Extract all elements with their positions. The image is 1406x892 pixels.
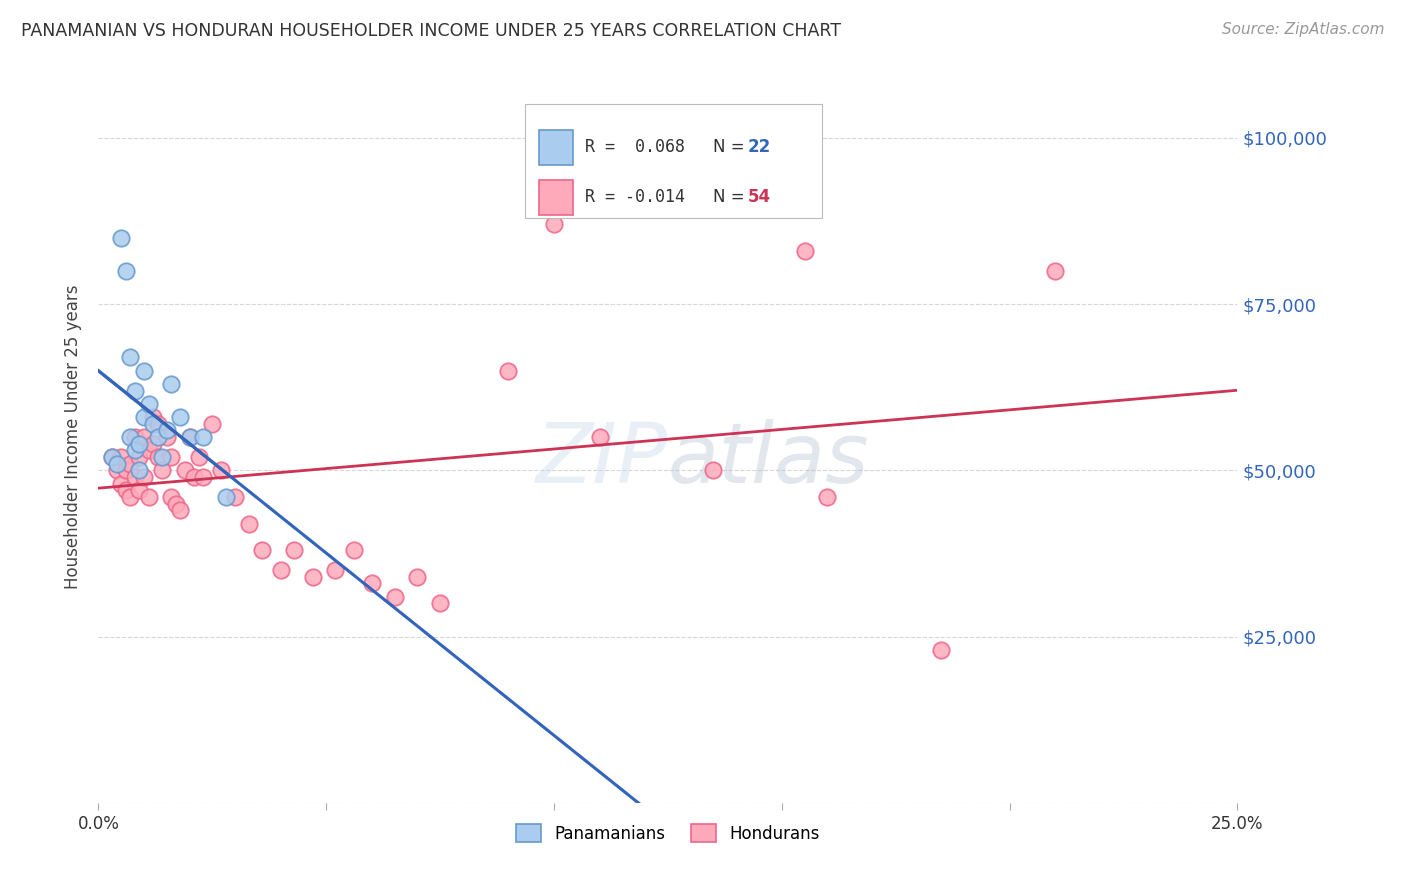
- FancyBboxPatch shape: [526, 104, 821, 218]
- Point: [146, 417, 169, 431]
- Point: [128, 450, 150, 464]
- Point: [179, 430, 201, 444]
- Point: [110, 450, 132, 464]
- FancyBboxPatch shape: [538, 179, 574, 215]
- Point: [160, 376, 183, 391]
- Point: [142, 417, 165, 431]
- Point: [498, 363, 520, 377]
- Point: [114, 463, 136, 477]
- Point: [160, 450, 183, 464]
- Text: 54: 54: [748, 188, 770, 206]
- Point: [165, 497, 187, 511]
- Point: [120, 457, 142, 471]
- Point: [101, 450, 124, 464]
- Point: [110, 476, 132, 491]
- Text: R = -0.014: R = -0.014: [585, 188, 685, 206]
- Point: [224, 490, 246, 504]
- Point: [174, 463, 197, 477]
- Point: [138, 397, 160, 411]
- Point: [429, 596, 451, 610]
- Point: [150, 463, 173, 477]
- Point: [138, 443, 160, 458]
- Point: [124, 430, 146, 444]
- Point: [156, 430, 179, 444]
- Point: [270, 563, 292, 577]
- Point: [187, 450, 209, 464]
- Point: [120, 490, 142, 504]
- Point: [543, 217, 565, 231]
- Point: [124, 470, 146, 484]
- Point: [114, 483, 136, 498]
- Text: N =: N =: [713, 138, 751, 156]
- Point: [342, 543, 364, 558]
- Point: [146, 450, 169, 464]
- Text: R =  0.068: R = 0.068: [585, 138, 685, 156]
- Text: atlas: atlas: [668, 418, 869, 500]
- Point: [105, 463, 128, 477]
- Point: [612, 197, 634, 211]
- FancyBboxPatch shape: [538, 130, 574, 165]
- Point: [201, 417, 224, 431]
- Point: [124, 443, 146, 458]
- Point: [105, 457, 128, 471]
- Point: [1043, 264, 1066, 278]
- Point: [323, 563, 346, 577]
- Point: [588, 430, 610, 444]
- Point: [183, 470, 205, 484]
- Point: [301, 570, 323, 584]
- Point: [110, 230, 132, 244]
- Point: [384, 590, 406, 604]
- Point: [179, 430, 201, 444]
- Text: ZIP: ZIP: [536, 418, 668, 500]
- Point: [132, 410, 155, 425]
- Text: Source: ZipAtlas.com: Source: ZipAtlas.com: [1222, 22, 1385, 37]
- Point: [114, 264, 136, 278]
- Point: [406, 570, 429, 584]
- Point: [193, 430, 215, 444]
- Point: [815, 490, 838, 504]
- Point: [132, 430, 155, 444]
- Point: [283, 543, 305, 558]
- Point: [120, 351, 142, 365]
- Point: [128, 463, 150, 477]
- Point: [128, 436, 150, 450]
- Point: [252, 543, 274, 558]
- Point: [215, 490, 238, 504]
- Point: [132, 470, 155, 484]
- Point: [101, 450, 124, 464]
- Point: [929, 643, 952, 657]
- Point: [124, 384, 146, 398]
- Point: [169, 410, 191, 425]
- Y-axis label: Householder Income Under 25 years: Householder Income Under 25 years: [65, 285, 83, 590]
- Point: [156, 424, 179, 438]
- Point: [142, 436, 165, 450]
- Text: PANAMANIAN VS HONDURAN HOUSEHOLDER INCOME UNDER 25 YEARS CORRELATION CHART: PANAMANIAN VS HONDURAN HOUSEHOLDER INCOM…: [21, 22, 841, 40]
- Text: N =: N =: [713, 188, 751, 206]
- Point: [793, 244, 815, 258]
- Point: [128, 483, 150, 498]
- Point: [169, 503, 191, 517]
- Point: [132, 363, 155, 377]
- Point: [193, 470, 215, 484]
- Point: [160, 490, 183, 504]
- Point: [120, 430, 142, 444]
- Point: [360, 576, 382, 591]
- Legend: Panamanians, Hondurans: Panamanians, Hondurans: [509, 818, 827, 849]
- Point: [142, 410, 165, 425]
- Text: 22: 22: [748, 138, 770, 156]
- Point: [702, 463, 724, 477]
- Point: [146, 430, 169, 444]
- Point: [238, 516, 260, 531]
- Point: [138, 490, 160, 504]
- Point: [150, 450, 173, 464]
- Point: [209, 463, 232, 477]
